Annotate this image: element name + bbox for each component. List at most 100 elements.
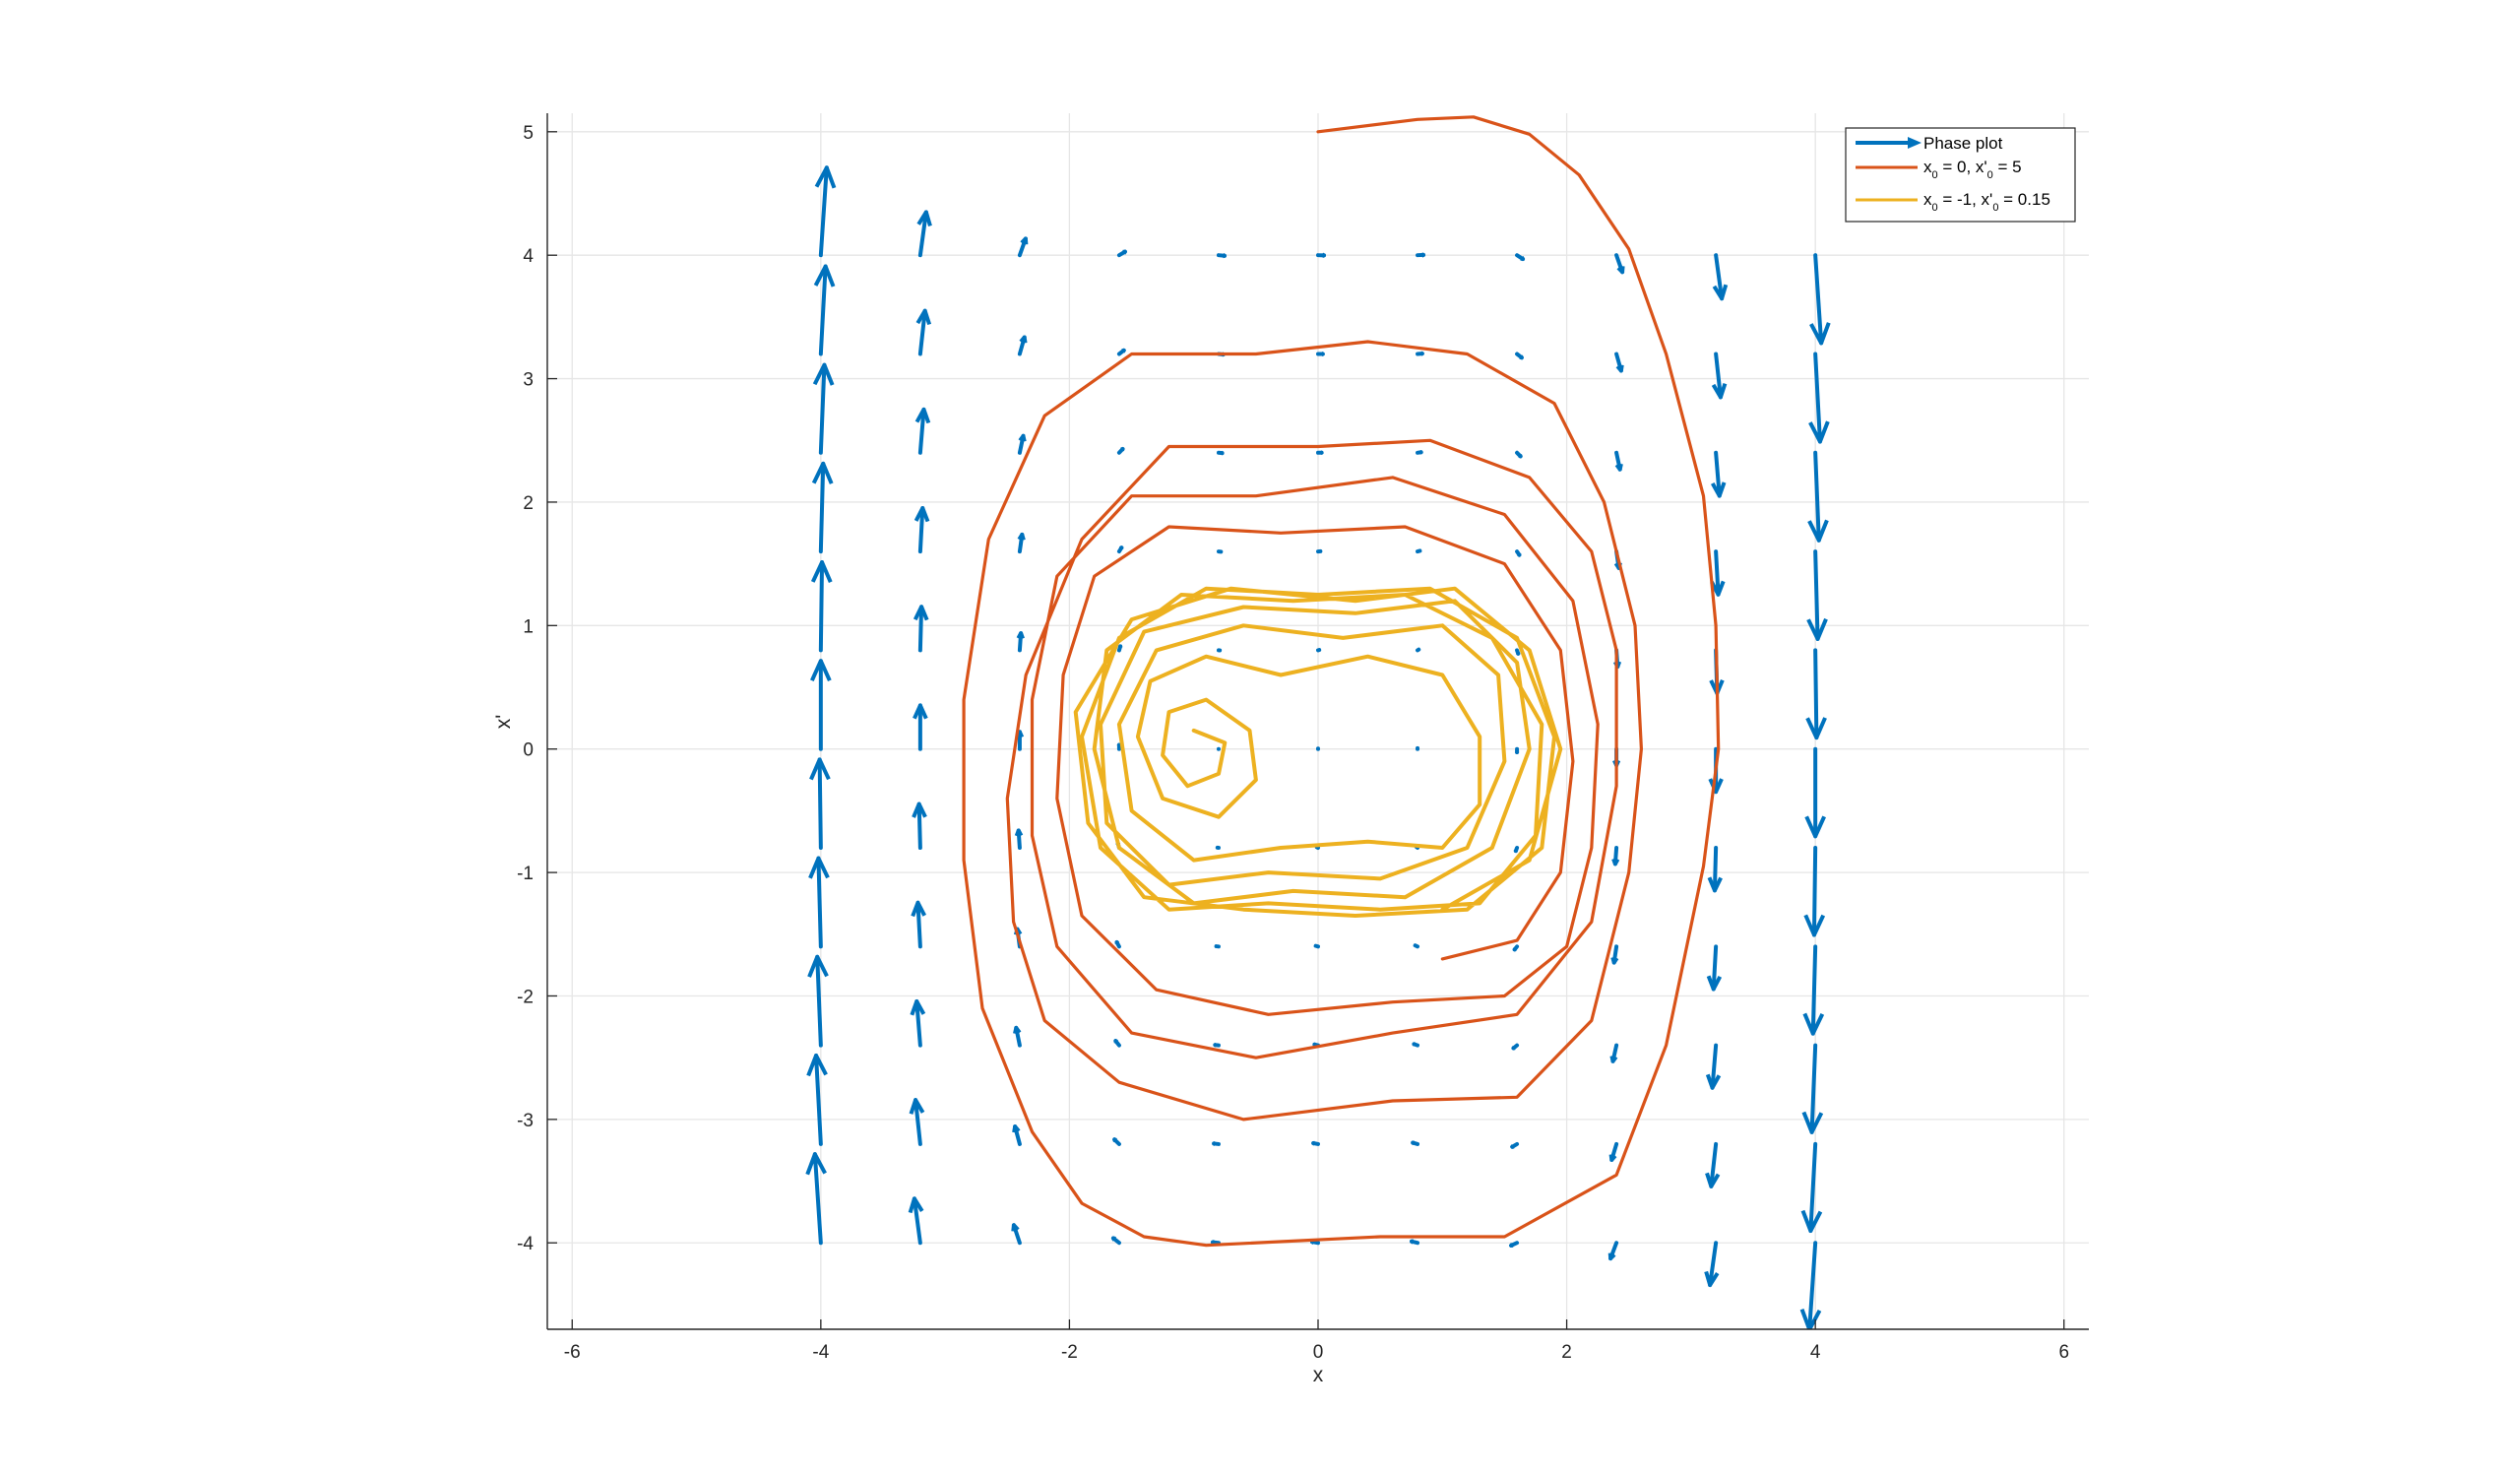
x-tick-label: -2 bbox=[1061, 1342, 1078, 1363]
phase-arrow bbox=[1709, 1141, 1719, 1188]
phase-arrowhead bbox=[1112, 1137, 1117, 1143]
phase-arrowhead bbox=[1809, 322, 1831, 346]
plot-content bbox=[805, 115, 1831, 1329]
phase-arrow bbox=[1710, 1043, 1719, 1090]
phase-arrowhead bbox=[911, 900, 926, 918]
phase-arrow bbox=[1714, 549, 1721, 597]
phase-arrowhead bbox=[1116, 742, 1122, 747]
phase-arrowhead bbox=[1802, 1012, 1825, 1036]
phase-arrowhead bbox=[1420, 252, 1426, 258]
phase-arrow bbox=[1813, 648, 1819, 740]
phase-arrowhead bbox=[1013, 1025, 1022, 1035]
phase-arrowhead bbox=[1120, 447, 1125, 452]
phase-arrowhead bbox=[806, 1053, 828, 1077]
phase-arrow bbox=[1811, 846, 1818, 937]
phase-arrow bbox=[1314, 845, 1320, 851]
phase-arrowhead bbox=[1418, 450, 1423, 455]
phase-arrowhead bbox=[1121, 348, 1126, 353]
phase-arrowhead bbox=[1801, 1111, 1824, 1134]
phase-arrow bbox=[914, 998, 922, 1048]
phase-arrowhead bbox=[1411, 1140, 1416, 1146]
phase-arrow bbox=[818, 461, 826, 554]
y-tick-label: 1 bbox=[523, 616, 534, 637]
phase-arrow bbox=[818, 362, 827, 455]
phase-arrowhead bbox=[1710, 580, 1726, 597]
phase-arrowhead bbox=[1516, 651, 1521, 656]
phase-arrowhead bbox=[1212, 1141, 1217, 1146]
phase-arrowhead bbox=[1799, 1308, 1822, 1329]
phase-arrowhead bbox=[1608, 1154, 1617, 1162]
phase-arrowhead bbox=[1319, 450, 1324, 456]
phase-arrowhead bbox=[1512, 946, 1517, 952]
phase-arrow bbox=[1809, 1043, 1818, 1134]
x-tick-label: -4 bbox=[812, 1342, 829, 1363]
phase-arrowhead bbox=[914, 407, 931, 424]
phase-arrowhead bbox=[811, 461, 834, 484]
legend-label-phase-plot: Phase plot bbox=[1923, 134, 2003, 153]
phase-arrowhead bbox=[810, 659, 832, 682]
phase-arrowhead bbox=[1514, 749, 1520, 754]
x-tick-label: 4 bbox=[1810, 1342, 1821, 1363]
axes bbox=[546, 113, 2089, 1330]
trajectory-series-1 bbox=[962, 115, 1721, 1248]
phase-arrowhead bbox=[1121, 249, 1127, 255]
phase-arrowhead bbox=[1117, 644, 1123, 649]
x-tick-label: -6 bbox=[564, 1342, 581, 1363]
phase-arrowhead bbox=[1705, 1073, 1722, 1090]
phase-arrow bbox=[818, 165, 829, 258]
phase-arrowhead bbox=[910, 998, 926, 1016]
phase-arrow bbox=[812, 1152, 823, 1246]
phase-arrowhead bbox=[1616, 266, 1625, 275]
phase-arrowhead bbox=[1018, 433, 1027, 442]
phase-arrow bbox=[1416, 548, 1422, 554]
phase-arrowhead bbox=[1118, 545, 1124, 550]
phase-arrow bbox=[917, 506, 925, 554]
x-tick-label: 0 bbox=[1313, 1342, 1324, 1363]
phase-arrowhead bbox=[1804, 815, 1826, 839]
phase-arrowhead bbox=[1321, 252, 1326, 258]
phase-arrowhead bbox=[1609, 1056, 1618, 1063]
phase-arrowhead bbox=[1707, 876, 1723, 893]
phase-arrowhead bbox=[807, 954, 829, 978]
phase-arrowhead bbox=[1705, 1172, 1721, 1188]
phase-arrowhead bbox=[1614, 463, 1623, 472]
phase-arrow bbox=[1813, 352, 1822, 444]
phase-arrowhead bbox=[1607, 1252, 1616, 1261]
phase-arrow bbox=[1813, 450, 1821, 543]
phase-arrowhead bbox=[810, 560, 833, 583]
legend-entry-phase-plot[interactable]: Phase plot bbox=[1856, 134, 2003, 153]
phase-arrowhead bbox=[916, 210, 932, 226]
phase-arrowhead bbox=[1509, 1242, 1515, 1248]
x-axis-label: x bbox=[1313, 1364, 1324, 1386]
phase-arrow bbox=[818, 264, 828, 356]
phase-arrow bbox=[1413, 943, 1420, 949]
phase-arrow bbox=[1708, 1241, 1719, 1288]
phase-arrow bbox=[1807, 1241, 1818, 1329]
phase-arrowhead bbox=[1807, 519, 1829, 543]
phase-arrowhead bbox=[1513, 848, 1519, 854]
phase-arrowhead bbox=[1410, 1239, 1415, 1245]
grid bbox=[547, 113, 2089, 1329]
phase-arrow bbox=[912, 1196, 922, 1246]
phase-arrowhead bbox=[1511, 1046, 1516, 1051]
phase-arrow bbox=[818, 560, 825, 653]
trajectory-series-2 bbox=[1073, 586, 1563, 918]
x-tick-label: 2 bbox=[1561, 1342, 1572, 1363]
phase-arrow bbox=[1714, 253, 1725, 301]
phase-arrowhead bbox=[1213, 1042, 1218, 1048]
phase-arrowhead bbox=[1014, 828, 1024, 837]
legend[interactable]: Phase plot x0 = 0, x'0 = 5 x0 = -1, x'0 … bbox=[1845, 127, 2076, 223]
phase-arrow bbox=[1810, 944, 1818, 1036]
phase-arrowhead bbox=[1808, 420, 1830, 444]
phase-arrow bbox=[816, 856, 823, 949]
y-tick-label: 0 bbox=[523, 740, 534, 761]
phase-arrow bbox=[1813, 549, 1820, 641]
phase-arrowhead bbox=[1412, 1042, 1417, 1047]
phase-arrowhead bbox=[1520, 255, 1526, 262]
phase-arrow bbox=[1714, 352, 1723, 400]
phase-arrow bbox=[815, 954, 823, 1048]
phase-arrowhead bbox=[1017, 532, 1026, 541]
phase-arrowhead bbox=[1610, 956, 1619, 965]
trajectory-lines bbox=[962, 115, 1721, 1248]
y-tick-label: -3 bbox=[517, 1111, 534, 1131]
